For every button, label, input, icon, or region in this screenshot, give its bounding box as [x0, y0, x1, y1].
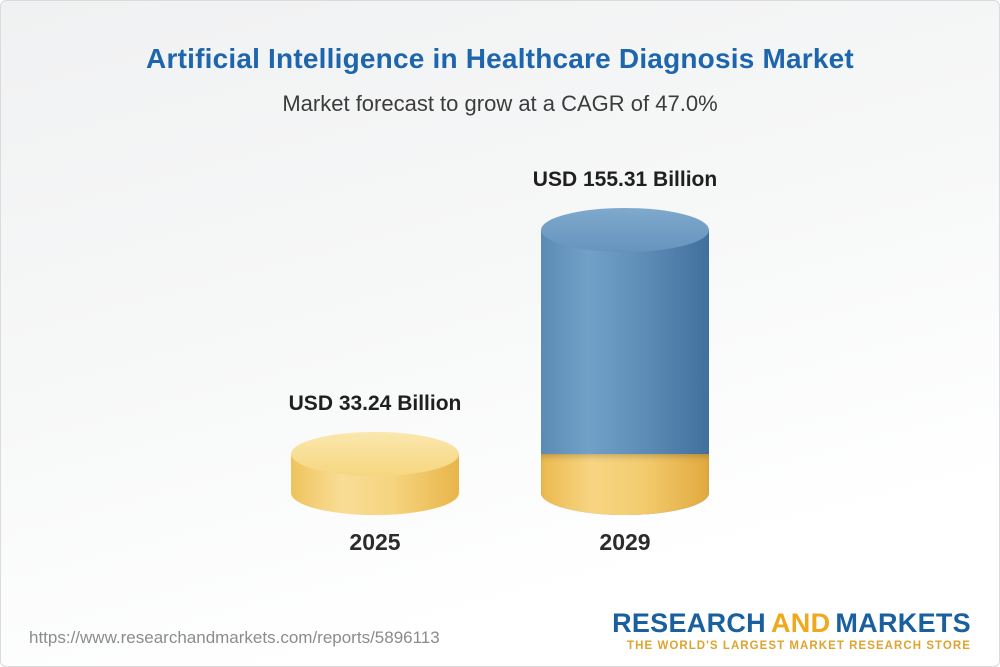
cylinder-2025 — [291, 432, 459, 515]
footer: https://www.researchandmarkets.com/repor… — [29, 607, 971, 652]
cylinder-2029-body — [541, 230, 709, 515]
bar-2025: USD 33.24 Billion 2025 — [288, 392, 462, 555]
page-title: Artificial Intelligence in Healthcare Di… — [146, 43, 854, 74]
value-label-2029: USD 155.31 Billion — [532, 168, 718, 191]
research-and-markets-logo: RESEARCH AND MARKETS THE WORLD'S LARGEST M… — [612, 607, 971, 652]
logo-wordmark: RESEARCH AND MARKETS — [612, 607, 971, 638]
cylinder-2029-base-band — [541, 454, 709, 515]
logo-word-and: AND — [770, 607, 831, 638]
year-label-2025: 2025 — [349, 529, 401, 555]
logo-word-markets: MARKETS — [835, 607, 971, 638]
year-label-2029: 2029 — [599, 529, 651, 555]
bar-2029: USD 155.31 Billion 2029 — [533, 168, 717, 555]
report-url: https://www.researchandmarkets.com/repor… — [29, 628, 440, 647]
page-subtitle: Market forecast to grow at a CAGR of 47.… — [282, 91, 718, 116]
value-label-2025: USD 33.24 Billion — [288, 392, 462, 415]
cylinder-2029 — [541, 208, 709, 515]
cylinder-2025-top-ellipse — [291, 432, 459, 476]
logo-word-research: RESEARCH — [612, 607, 766, 638]
logo-tagline: THE WORLD'S LARGEST MARKET RESEARCH STOR… — [627, 640, 971, 652]
cylinder-2029-top-ellipse — [541, 208, 709, 252]
